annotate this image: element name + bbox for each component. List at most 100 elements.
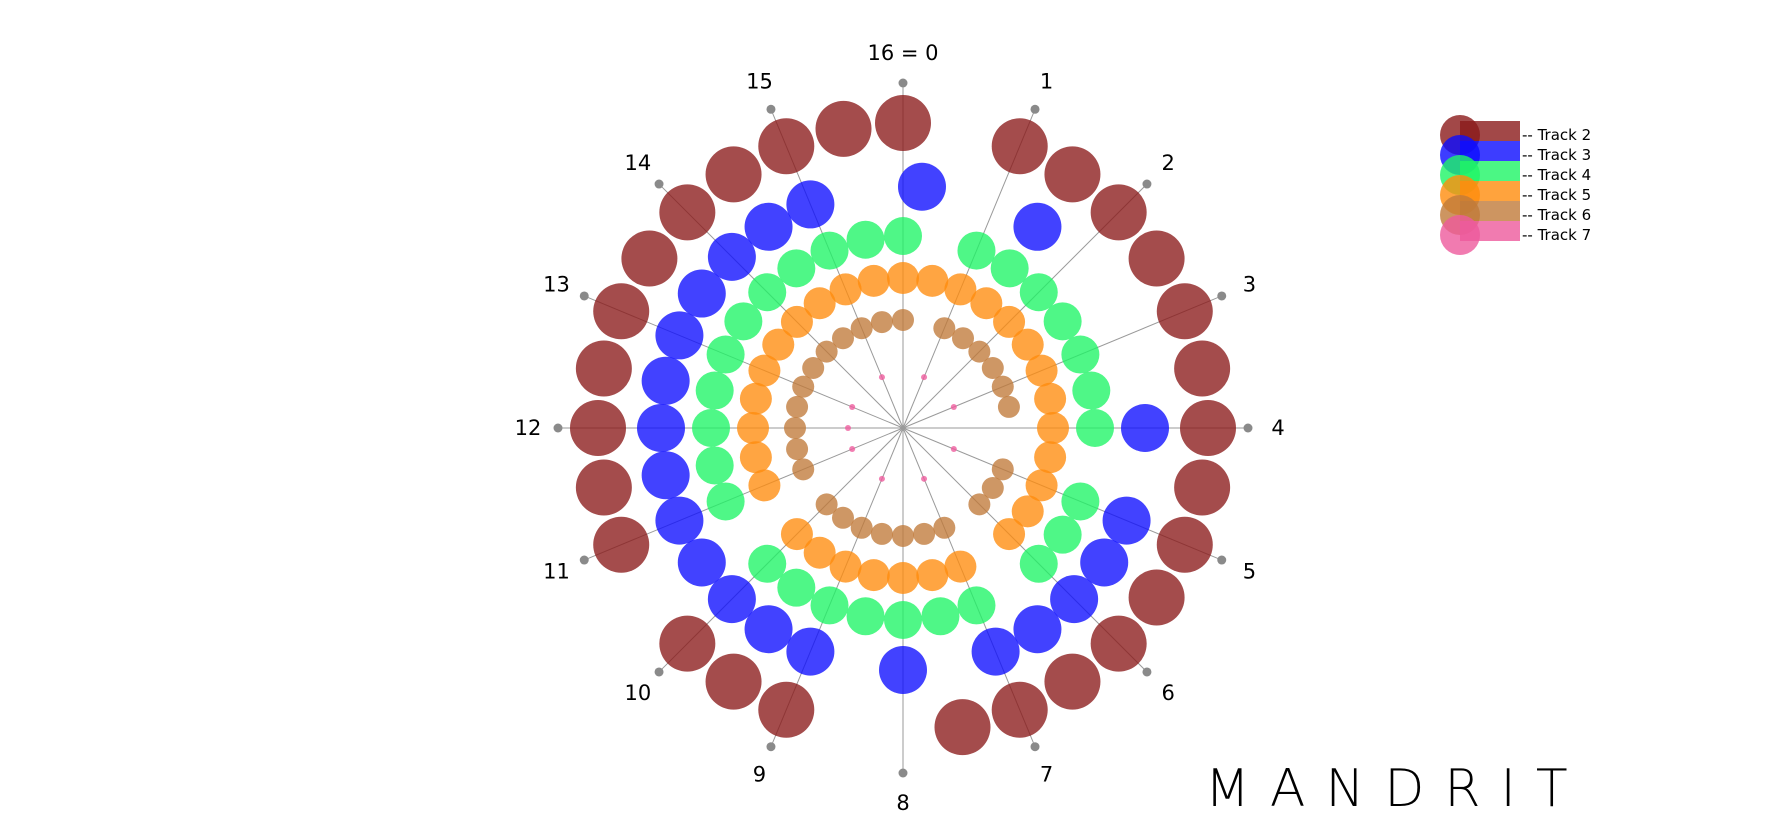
note-6-25 — [850, 317, 873, 340]
note-2-15 — [758, 681, 815, 738]
note-5-3 — [970, 287, 1003, 320]
note-6-8 — [981, 477, 1004, 500]
note-7-6 — [845, 425, 851, 431]
note-4-19 — [695, 446, 734, 485]
note-6-17 — [792, 458, 815, 481]
note-4-15 — [810, 586, 849, 625]
note-7-3 — [921, 475, 928, 482]
step-marker-8 — [898, 768, 908, 778]
step-label-0: 16 = 0 — [867, 41, 938, 65]
step-label-6: 6 — [1161, 681, 1174, 705]
track-ring-7 — [845, 374, 957, 482]
note-7-1 — [950, 403, 957, 410]
note-2-3 — [1090, 184, 1147, 241]
legend: -- Track 2 -- Track 3 -- Track 4 -- Track 5… — [1440, 115, 1591, 255]
step-label-5: 5 — [1243, 560, 1256, 584]
step-marker-2 — [1142, 179, 1152, 189]
step-marker-0 — [898, 78, 908, 88]
step-label-15: 15 — [746, 70, 773, 94]
note-5-29 — [857, 264, 890, 297]
note-6-7 — [991, 458, 1014, 481]
note-6-19 — [784, 417, 806, 439]
note-3-21 — [786, 180, 835, 229]
track-ring-6 — [784, 309, 1020, 547]
note-6-20 — [786, 395, 809, 418]
note-6-9 — [968, 493, 991, 516]
track-ring-3 — [637, 162, 1169, 694]
note-2-11 — [1090, 615, 1147, 672]
note-5-24 — [748, 354, 781, 387]
note-4-25 — [777, 249, 816, 288]
note-4-7 — [1076, 409, 1114, 447]
note-4-10 — [1019, 544, 1058, 583]
legend-label-4: -- Track 4 — [1522, 166, 1591, 184]
note-2-22 — [593, 283, 650, 340]
note-5-18 — [803, 536, 836, 569]
note-5-10 — [1025, 469, 1058, 502]
step-marker-9 — [766, 742, 776, 752]
note-4-2 — [990, 249, 1029, 288]
note-3-8 — [879, 646, 927, 694]
track-ring-4 — [692, 217, 1114, 639]
step-marker-5 — [1217, 555, 1227, 565]
note-3-5 — [1050, 575, 1099, 624]
note-4-16 — [777, 568, 816, 607]
note-5-7 — [1034, 382, 1067, 415]
note-4-4 — [1043, 302, 1082, 341]
note-6-13 — [870, 522, 893, 545]
note-5-4 — [993, 305, 1026, 338]
note-2-27 — [815, 100, 872, 157]
note-3-17 — [655, 311, 704, 360]
note-6-26 — [870, 311, 893, 334]
step-label-11: 11 — [543, 560, 570, 584]
note-2-6 — [1174, 340, 1231, 397]
note-2-21 — [575, 340, 632, 397]
note-6-3 — [968, 340, 991, 363]
note-4-21 — [695, 371, 734, 410]
step-label-4: 4 — [1271, 416, 1284, 440]
note-4-17 — [748, 544, 787, 583]
note-2-14 — [934, 699, 991, 756]
note-3-12 — [677, 538, 726, 587]
step-marker-6 — [1142, 667, 1152, 677]
note-6-18 — [786, 438, 809, 461]
note-2-20 — [570, 400, 626, 456]
note-2-8 — [1174, 459, 1231, 516]
note-4-13 — [884, 601, 922, 639]
note-7-5 — [849, 446, 856, 453]
note-6-23 — [815, 340, 838, 363]
note-3-13 — [655, 496, 704, 545]
step-label-9: 9 — [753, 762, 766, 786]
note-5-9 — [1034, 441, 1067, 474]
note-3-4 — [1080, 538, 1129, 587]
note-5-0 — [887, 262, 919, 294]
note-5-26 — [780, 305, 813, 338]
note-6-0 — [892, 309, 914, 331]
note-7-8 — [878, 374, 885, 381]
note-3-1 — [1013, 202, 1062, 251]
note-4-18 — [706, 482, 745, 521]
note-5-2 — [944, 273, 977, 306]
note-5-12 — [993, 518, 1026, 551]
note-4-24 — [748, 273, 787, 312]
track-ring-2 — [570, 95, 1236, 756]
step-label-13: 13 — [543, 272, 570, 296]
note-2-26 — [758, 118, 815, 175]
note-2-10 — [1128, 569, 1185, 626]
note-6-15 — [831, 506, 854, 529]
note-2-7 — [1180, 400, 1236, 456]
note-6-6 — [997, 395, 1020, 418]
step-marker-1 — [1030, 104, 1040, 114]
note-5-11 — [1011, 495, 1044, 528]
note-2-1 — [991, 118, 1048, 175]
note-4-3 — [1019, 273, 1058, 312]
note-2-25 — [705, 146, 762, 203]
step-label-12: 12 — [515, 416, 542, 440]
step-marker-13 — [579, 291, 589, 301]
note-6-5 — [991, 375, 1014, 398]
note-6-16 — [815, 493, 838, 516]
step-label-1: 1 — [1040, 70, 1053, 94]
step-label-14: 14 — [624, 151, 651, 175]
note-3-18 — [677, 269, 726, 318]
